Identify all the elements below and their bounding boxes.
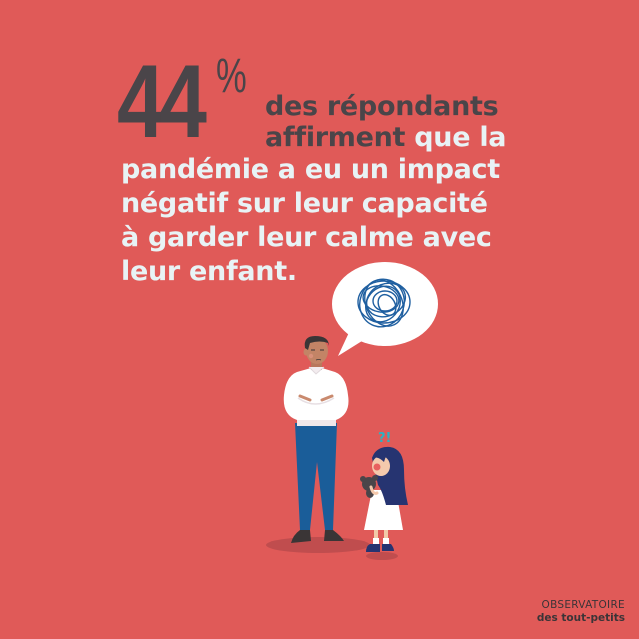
- speech-bubble-icon: [332, 262, 438, 356]
- man-shadow: [266, 537, 370, 553]
- man-figure: [283, 336, 349, 543]
- headline-text-light: pandémie a eu un impact: [121, 154, 500, 185]
- headline-text-light: négatif sur leur capacité: [121, 188, 488, 219]
- headline-text-dark: affirment: [265, 122, 406, 153]
- girl-shadow: [366, 552, 398, 560]
- headline-line-2: affirment que la: [265, 122, 507, 153]
- headline-line-5: à garder leur calme avec: [121, 224, 492, 251]
- headline-text-light: à garder leur calme avec: [121, 222, 492, 253]
- brand-logo: OBSERVATOIRE des tout-petits: [537, 599, 625, 624]
- headline-line-6: leur enfant.: [121, 258, 297, 285]
- headline-text-light: que la: [405, 122, 507, 153]
- headline-text-light: leur enfant.: [121, 256, 297, 287]
- headline-line-3: pandémie a eu un impact: [121, 156, 500, 183]
- percent-sign: %: [216, 50, 247, 103]
- scribble-thought-icon: [357, 278, 411, 328]
- logo-line-2: des tout-petits: [536, 611, 625, 624]
- girl-figure: ?!: [360, 431, 408, 552]
- headline-line-4: négatif sur leur capacité: [121, 190, 488, 217]
- headline-text-dark: des répondants: [265, 91, 499, 122]
- headline-line-1: des répondants: [265, 91, 499, 122]
- logo-line-1: OBSERVATOIRE: [541, 599, 625, 611]
- stat-number: 44: [117, 44, 207, 160]
- interrobang-icon: ?!: [378, 431, 391, 446]
